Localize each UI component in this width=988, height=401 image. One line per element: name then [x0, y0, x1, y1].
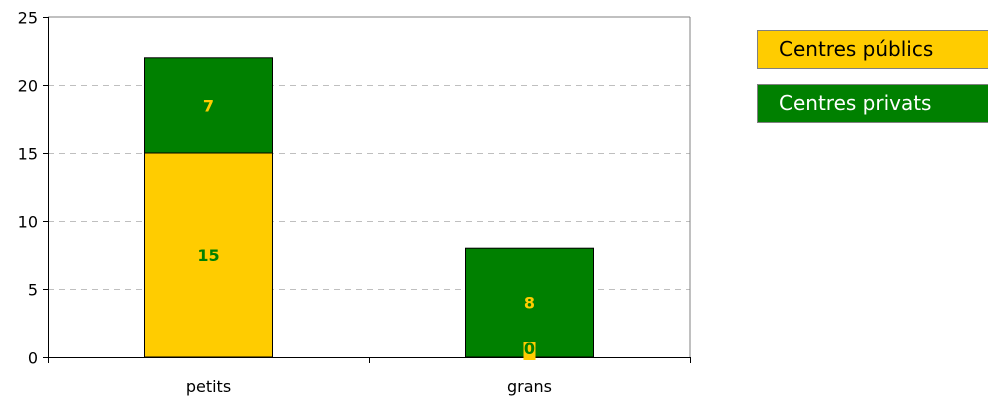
data-label: 7	[203, 96, 214, 115]
data-label: 15	[197, 246, 219, 265]
gridlines	[48, 85, 690, 290]
legend-item-centres-publics: Centres públics	[757, 30, 988, 69]
legend: Centres públics Centres privats	[757, 30, 988, 138]
y-tick-label: 15	[18, 145, 38, 164]
bars	[144, 57, 594, 358]
y-tick-label: 20	[18, 77, 38, 96]
data-label: 0	[524, 339, 535, 358]
y-tick-label: 25	[18, 9, 38, 28]
y-tick-label: 5	[28, 281, 38, 300]
data-label: 8	[524, 294, 535, 313]
y-tick-label: 0	[28, 349, 38, 368]
legend-item-centres-privats: Centres privats	[757, 84, 988, 123]
bar-segment	[144, 57, 273, 154]
x-category-label: petits	[186, 377, 231, 396]
x-category-label: grans	[507, 377, 552, 396]
y-tick-label: 10	[18, 213, 38, 232]
axes: 0 5 10 15 20 25 petits grans	[18, 9, 691, 396]
data-label-bg	[523, 342, 536, 360]
labels: 15 7 0 8	[197, 96, 536, 360]
